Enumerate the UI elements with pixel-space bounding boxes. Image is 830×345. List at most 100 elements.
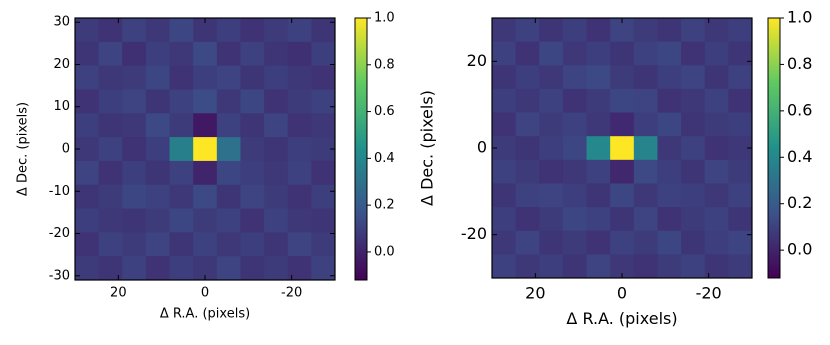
heatmap-cell bbox=[492, 183, 517, 208]
heatmap-cell bbox=[728, 159, 753, 184]
y-tick-label: -30 bbox=[49, 268, 70, 283]
heatmap-cell bbox=[122, 232, 147, 257]
heatmap-cell bbox=[264, 232, 289, 257]
heatmap-cell bbox=[492, 159, 517, 184]
heatmap-cell bbox=[515, 65, 540, 90]
heatmap-cell bbox=[610, 230, 635, 255]
heatmap-cell bbox=[657, 65, 682, 90]
colorbar-tick-label: 0.6 bbox=[787, 100, 812, 119]
heatmap-cell bbox=[539, 254, 564, 279]
colorbar-tick-label: 0.6 bbox=[374, 104, 395, 119]
y-tick-label: -10 bbox=[49, 184, 70, 199]
heatmap-cell bbox=[610, 65, 635, 90]
y-tick-label: 30 bbox=[53, 15, 70, 30]
heatmap-cell bbox=[562, 159, 588, 184]
heatmap-cell bbox=[264, 137, 289, 162]
colorbar-tick-label: 0.8 bbox=[787, 54, 812, 73]
heatmap-cell bbox=[562, 230, 588, 255]
heatmap-cell bbox=[610, 88, 635, 114]
heatmap-cell bbox=[240, 184, 265, 210]
y-tick-label: 20 bbox=[53, 57, 70, 72]
colorbar-tick-label: 0.0 bbox=[787, 240, 812, 259]
heatmap-cell bbox=[539, 41, 564, 66]
heatmap-cell bbox=[216, 208, 241, 233]
heatmap-cell bbox=[240, 208, 265, 233]
heatmap-cell bbox=[216, 113, 241, 138]
heatmap-cell bbox=[633, 65, 658, 90]
heatmap-cell bbox=[704, 230, 729, 255]
x-tick-label: 0 bbox=[201, 286, 209, 301]
heatmap-cell bbox=[145, 41, 171, 67]
heatmap-cell bbox=[657, 183, 682, 208]
heatmap-cell bbox=[169, 41, 194, 67]
heatmap-cell bbox=[633, 230, 658, 255]
heatmap-cell bbox=[75, 256, 100, 281]
heatmap-cell bbox=[193, 160, 218, 186]
heatmap-cell bbox=[122, 160, 147, 186]
heatmap-cell bbox=[515, 41, 540, 66]
heatmap-cell bbox=[704, 136, 729, 161]
heatmap-cell bbox=[193, 232, 218, 257]
heatmap-cell bbox=[610, 183, 635, 208]
heatmap-cell bbox=[539, 88, 564, 114]
y-tick-label: -20 bbox=[49, 226, 70, 241]
heatmap-cell bbox=[75, 41, 100, 67]
heatmap-cell bbox=[169, 18, 194, 43]
heatmap-cell bbox=[681, 18, 706, 43]
heatmap-cell bbox=[633, 41, 658, 66]
heatmap-cell bbox=[562, 65, 588, 90]
heatmap-cell bbox=[311, 232, 336, 257]
heatmap-cell bbox=[122, 65, 147, 90]
heatmap-cell bbox=[562, 18, 588, 43]
heatmap-cell bbox=[240, 256, 265, 281]
heatmap-cell bbox=[704, 88, 729, 114]
colorbar-tick-label: 1.0 bbox=[787, 8, 812, 27]
x-tick-label: -20 bbox=[696, 284, 722, 303]
colorbar-tick-label: 0.4 bbox=[787, 147, 812, 166]
heatmap-cell bbox=[681, 254, 706, 279]
heatmap-cell bbox=[311, 89, 336, 114]
y-tick-label: 0 bbox=[477, 138, 487, 157]
heatmap-cell bbox=[515, 230, 540, 255]
heatmap-cell bbox=[704, 41, 729, 66]
heatmap-cell bbox=[539, 112, 564, 137]
heatmap-cell bbox=[539, 207, 564, 232]
heatmap-cell bbox=[264, 41, 289, 67]
heatmap-cell bbox=[515, 88, 540, 114]
heatmap-cell bbox=[216, 256, 241, 281]
heatmap-cell bbox=[515, 159, 540, 184]
y-tick-label: 20 bbox=[467, 51, 487, 70]
heatmap-cell bbox=[193, 208, 218, 233]
heatmap-cell bbox=[264, 208, 289, 233]
heatmap-cell bbox=[145, 160, 171, 186]
heatmap-cell bbox=[216, 89, 241, 114]
heatmap-cell bbox=[610, 207, 635, 232]
heatmap-cell bbox=[562, 41, 588, 66]
heatmap-cell bbox=[633, 136, 658, 161]
colorbar-tick-label: 0.4 bbox=[374, 151, 395, 166]
heatmap-cell bbox=[515, 207, 540, 232]
heatmap-cell bbox=[586, 159, 611, 184]
heatmap-cell bbox=[562, 88, 588, 114]
heatmap-cell bbox=[657, 159, 682, 184]
heatmap-cell bbox=[145, 89, 171, 114]
heatmap-cell bbox=[264, 65, 289, 90]
heatmap-cell bbox=[240, 65, 265, 90]
heatmap-cell bbox=[75, 18, 100, 43]
heatmap-cell bbox=[98, 113, 123, 138]
heatmap-cell bbox=[728, 65, 753, 90]
colorbar bbox=[354, 17, 368, 281]
heatmap-cell bbox=[657, 18, 682, 43]
heatmap-cell bbox=[169, 256, 194, 281]
colorbar-tick-label: 1.0 bbox=[374, 11, 395, 26]
heatmap-cell bbox=[240, 41, 265, 67]
heatmap-cell bbox=[539, 65, 564, 90]
heatmap-cell bbox=[492, 207, 517, 232]
colorbar-tick-label: 0.0 bbox=[374, 244, 395, 259]
heatmap-cell bbox=[681, 88, 706, 114]
x-tick-label: 0 bbox=[617, 284, 627, 303]
heatmap-cell bbox=[75, 113, 100, 138]
heatmap-cell bbox=[657, 207, 682, 232]
heatmap-cell bbox=[145, 18, 171, 43]
